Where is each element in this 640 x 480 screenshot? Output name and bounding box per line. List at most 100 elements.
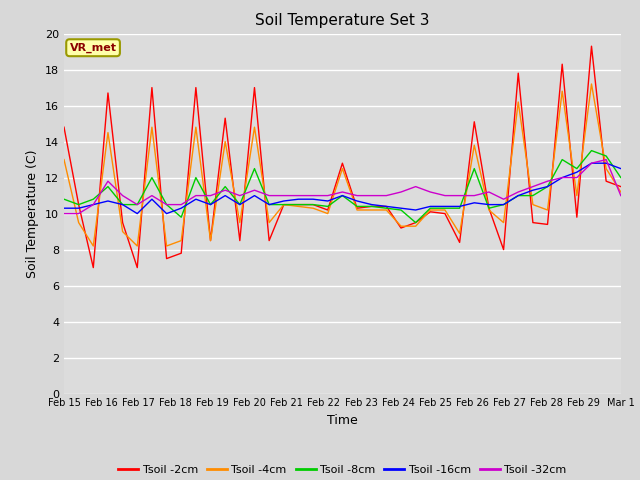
Tsoil -32cm <box>177 202 185 207</box>
Tsoil -32cm <box>266 192 273 199</box>
Tsoil -32cm <box>251 187 259 193</box>
Tsoil -8cm <box>339 192 346 199</box>
Tsoil -2cm <box>383 204 390 209</box>
Tsoil -16cm <box>456 204 463 209</box>
Tsoil -4cm <box>456 230 463 236</box>
Tsoil -8cm <box>177 214 185 220</box>
Tsoil -2cm <box>236 238 244 243</box>
Tsoil -8cm <box>588 148 595 154</box>
Tsoil -32cm <box>529 184 537 190</box>
Tsoil -4cm <box>192 124 200 130</box>
Tsoil -8cm <box>119 202 127 207</box>
Tsoil -32cm <box>368 192 376 199</box>
Tsoil -4cm <box>119 228 127 234</box>
Tsoil -4cm <box>515 99 522 105</box>
Tsoil -8cm <box>368 204 376 209</box>
Tsoil -8cm <box>470 166 478 171</box>
Tsoil -2cm <box>544 221 552 227</box>
Tsoil -16cm <box>485 202 493 207</box>
Tsoil -2cm <box>119 220 127 226</box>
Tsoil -2cm <box>309 202 317 207</box>
Tsoil -4cm <box>207 238 214 243</box>
Tsoil -2cm <box>412 220 419 226</box>
Tsoil -32cm <box>60 211 68 216</box>
Tsoil -32cm <box>515 189 522 195</box>
Tsoil -4cm <box>383 207 390 213</box>
Tsoil -32cm <box>353 192 361 199</box>
Tsoil -16cm <box>544 184 552 190</box>
Tsoil -8cm <box>456 205 463 211</box>
Tsoil -32cm <box>280 192 287 199</box>
Tsoil -16cm <box>192 196 200 202</box>
Tsoil -2cm <box>207 238 214 243</box>
Tsoil -2cm <box>573 214 580 220</box>
Tsoil -8cm <box>221 184 229 190</box>
Tsoil -32cm <box>90 202 97 207</box>
Tsoil -32cm <box>148 192 156 199</box>
Tsoil -8cm <box>90 196 97 202</box>
Tsoil -2cm <box>60 124 68 130</box>
Tsoil -4cm <box>177 238 185 243</box>
Line: Tsoil -32cm: Tsoil -32cm <box>64 159 621 214</box>
Tsoil -8cm <box>500 202 508 207</box>
Tsoil -32cm <box>617 192 625 199</box>
Tsoil -2cm <box>133 264 141 270</box>
Tsoil -32cm <box>309 192 317 199</box>
Tsoil -4cm <box>558 88 566 94</box>
Tsoil -4cm <box>602 166 610 171</box>
Tsoil -16cm <box>236 202 244 207</box>
Tsoil -32cm <box>441 192 449 199</box>
Tsoil -32cm <box>470 192 478 199</box>
Tsoil -32cm <box>221 187 229 193</box>
Tsoil -4cm <box>397 223 405 229</box>
Tsoil -4cm <box>294 204 302 209</box>
Legend: Tsoil -2cm, Tsoil -4cm, Tsoil -8cm, Tsoil -16cm, Tsoil -32cm: Tsoil -2cm, Tsoil -4cm, Tsoil -8cm, Tsoi… <box>114 460 571 479</box>
Tsoil -16cm <box>353 198 361 204</box>
Tsoil -4cm <box>485 207 493 213</box>
Tsoil -8cm <box>426 205 434 211</box>
Tsoil -16cm <box>119 202 127 207</box>
Tsoil -16cm <box>266 202 273 207</box>
Tsoil -16cm <box>470 200 478 205</box>
Tsoil -8cm <box>207 202 214 207</box>
Tsoil -32cm <box>485 189 493 195</box>
Tsoil -4cm <box>280 202 287 207</box>
Tsoil -32cm <box>412 184 419 190</box>
Y-axis label: Soil Temperature (C): Soil Temperature (C) <box>26 149 40 278</box>
Tsoil -4cm <box>470 142 478 148</box>
Tsoil -8cm <box>353 204 361 209</box>
Tsoil -2cm <box>251 84 259 90</box>
Tsoil -2cm <box>602 178 610 184</box>
Tsoil -8cm <box>294 202 302 207</box>
Tsoil -4cm <box>412 223 419 229</box>
Tsoil -8cm <box>529 192 537 199</box>
Tsoil -2cm <box>90 264 97 270</box>
Tsoil -4cm <box>104 130 112 135</box>
Tsoil -2cm <box>426 209 434 215</box>
Tsoil -16cm <box>294 196 302 202</box>
Tsoil -32cm <box>163 202 170 207</box>
Tsoil -2cm <box>456 240 463 245</box>
Tsoil -4cm <box>441 207 449 213</box>
Tsoil -16cm <box>617 166 625 171</box>
Tsoil -16cm <box>324 198 332 204</box>
Tsoil -16cm <box>104 198 112 204</box>
Line: Tsoil -4cm: Tsoil -4cm <box>64 84 621 246</box>
Tsoil -16cm <box>207 202 214 207</box>
Tsoil -32cm <box>133 202 141 207</box>
Tsoil -4cm <box>368 207 376 213</box>
Tsoil -16cm <box>515 192 522 199</box>
Tsoil -32cm <box>294 192 302 199</box>
Tsoil -8cm <box>544 184 552 190</box>
Line: Tsoil -16cm: Tsoil -16cm <box>64 163 621 214</box>
Tsoil -16cm <box>558 175 566 180</box>
Tsoil -4cm <box>90 243 97 249</box>
Tsoil -32cm <box>207 192 214 199</box>
Tsoil -16cm <box>163 211 170 216</box>
Tsoil -32cm <box>324 192 332 199</box>
Tsoil -4cm <box>588 81 595 87</box>
Tsoil -8cm <box>558 156 566 162</box>
Tsoil -8cm <box>266 202 273 207</box>
Tsoil -2cm <box>266 238 273 243</box>
Tsoil -16cm <box>573 169 580 175</box>
